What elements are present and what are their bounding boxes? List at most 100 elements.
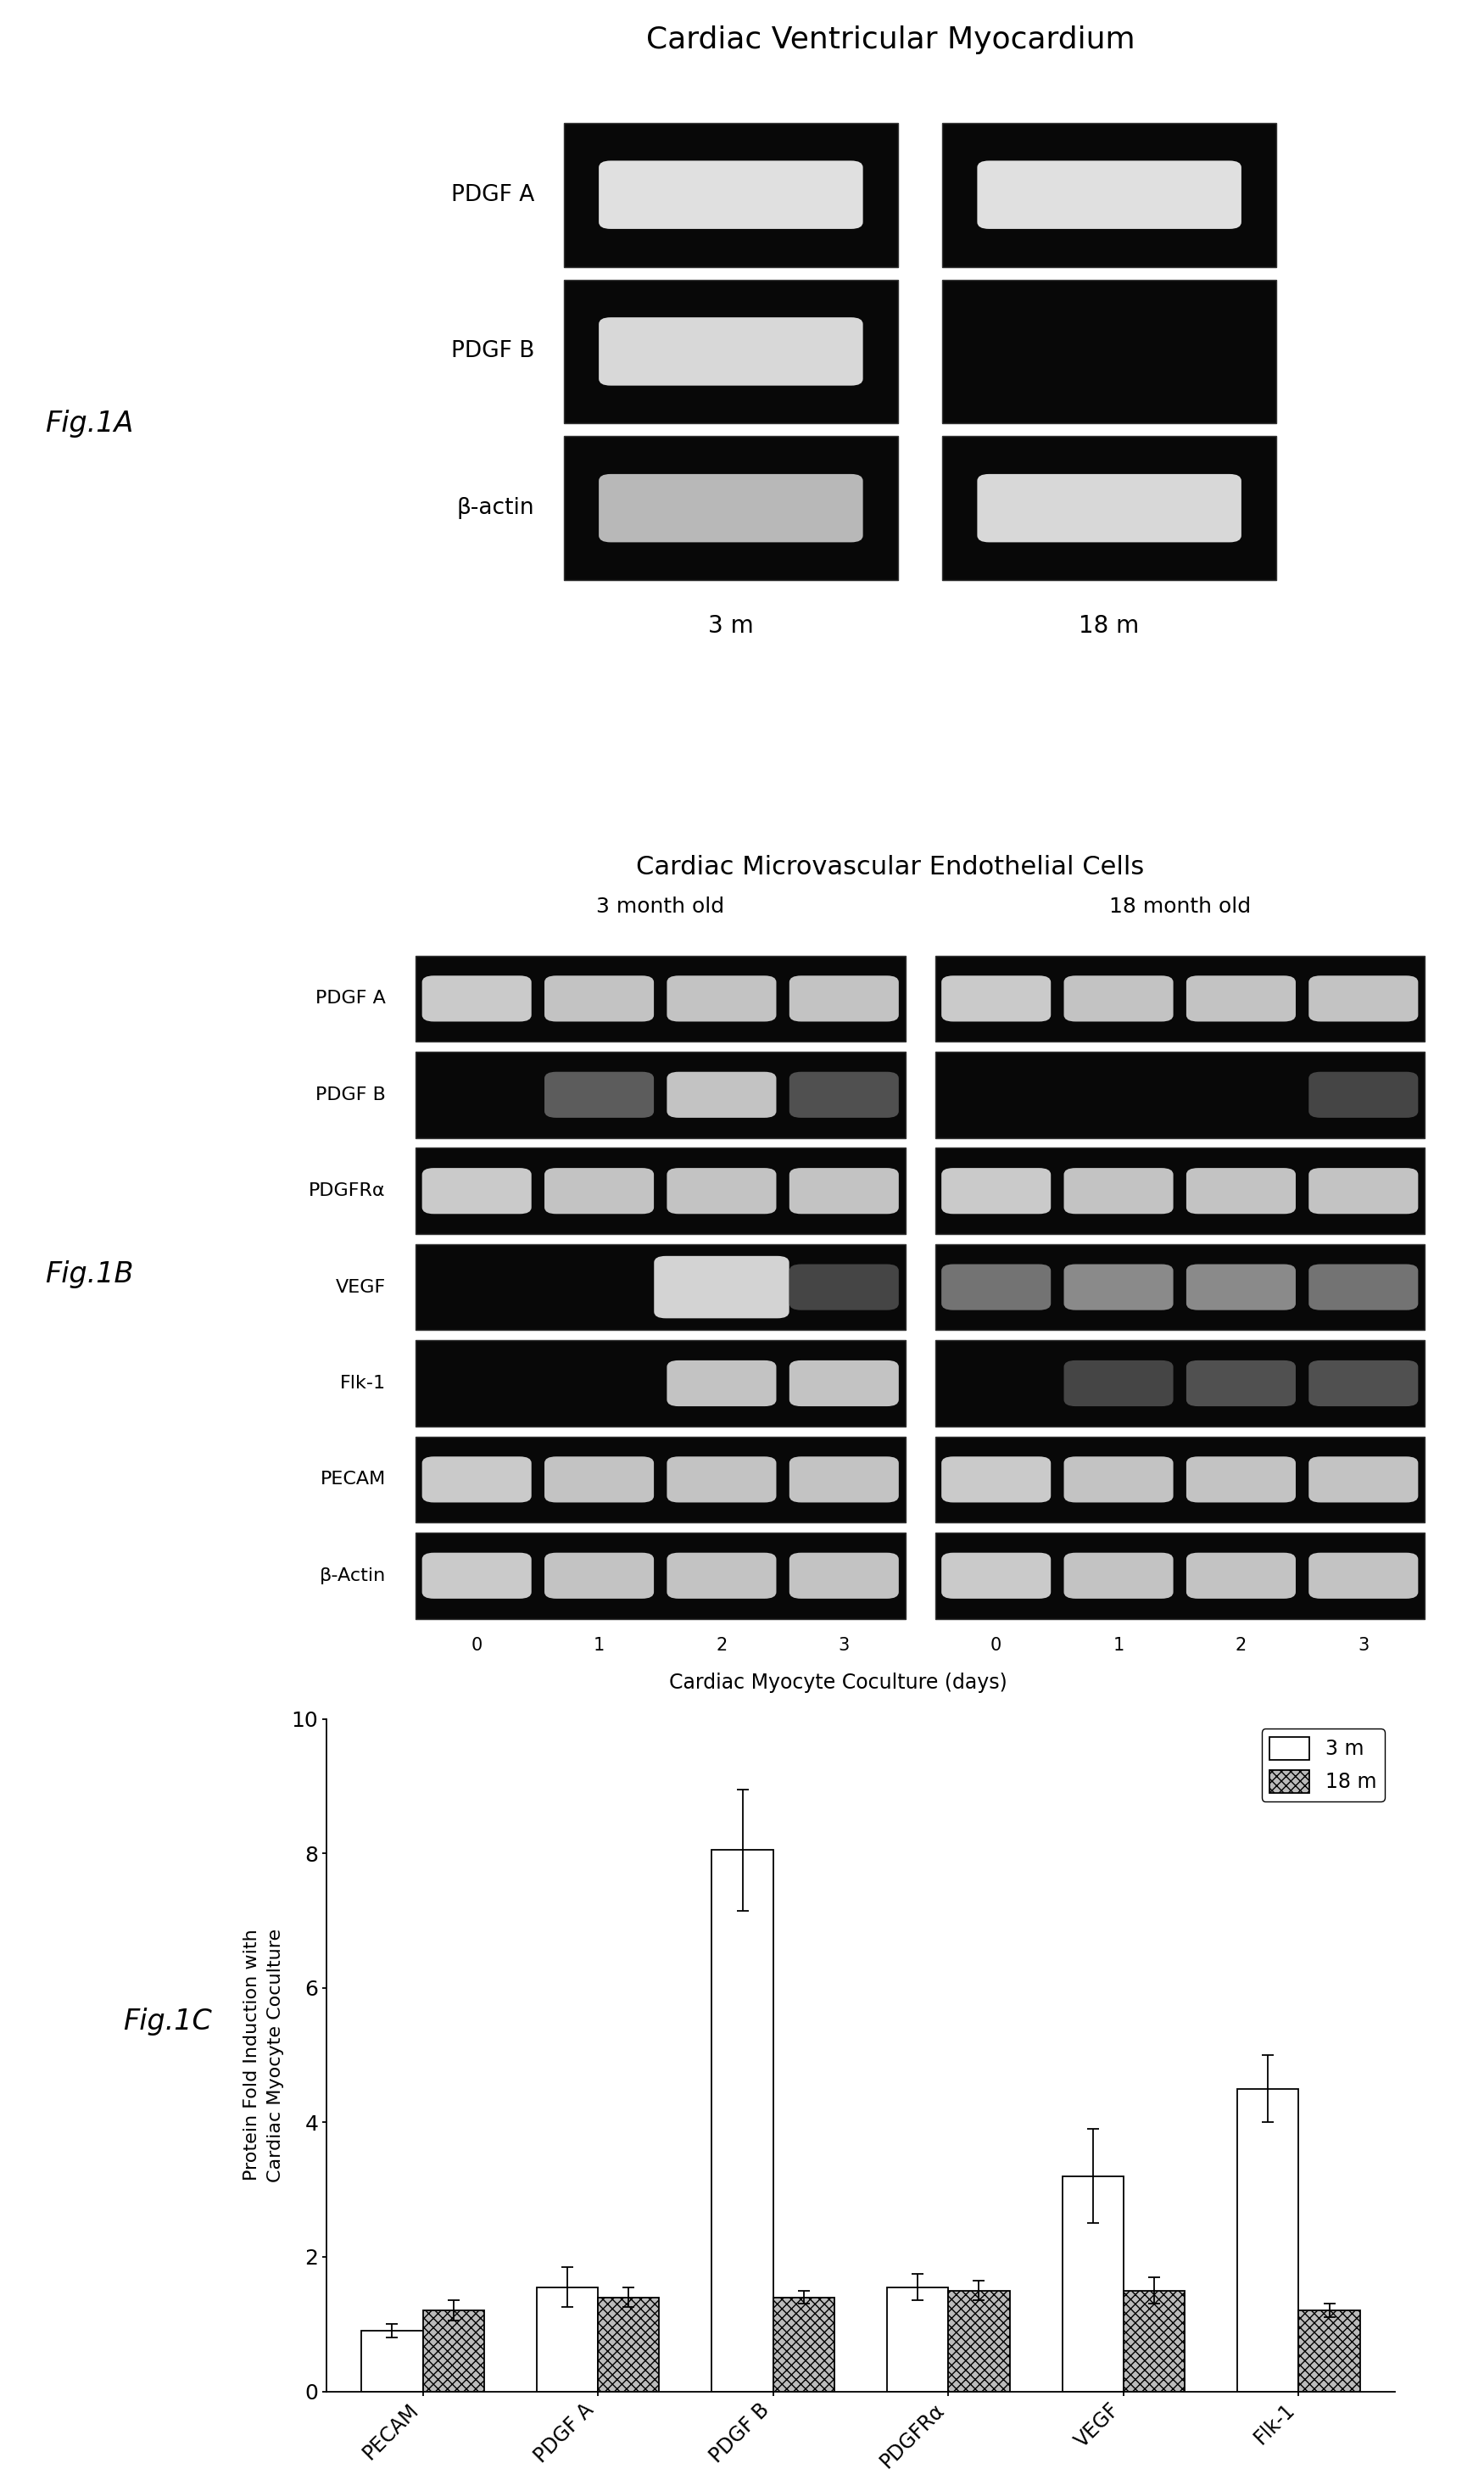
Bar — [564, 122, 898, 267]
Text: 1: 1 — [594, 1637, 605, 1654]
FancyBboxPatch shape — [1064, 976, 1174, 1021]
FancyBboxPatch shape — [1064, 1263, 1174, 1310]
FancyBboxPatch shape — [1186, 1457, 1296, 1502]
FancyBboxPatch shape — [789, 1071, 899, 1118]
FancyBboxPatch shape — [666, 1360, 776, 1407]
Text: β-Actin: β-Actin — [319, 1567, 386, 1584]
Bar — [935, 1437, 1425, 1522]
FancyBboxPatch shape — [1309, 1457, 1419, 1502]
FancyBboxPatch shape — [1309, 976, 1419, 1021]
Text: PDGF A: PDGF A — [316, 989, 386, 1006]
FancyBboxPatch shape — [1309, 1263, 1419, 1310]
Bar — [935, 1243, 1425, 1330]
FancyBboxPatch shape — [978, 159, 1241, 229]
Text: PECAM: PECAM — [321, 1472, 386, 1487]
Bar — [935, 1532, 1425, 1619]
FancyBboxPatch shape — [421, 1457, 531, 1502]
Bar — [416, 1243, 905, 1330]
FancyBboxPatch shape — [941, 976, 1051, 1021]
Text: 0: 0 — [470, 1637, 482, 1654]
FancyBboxPatch shape — [789, 976, 899, 1021]
FancyBboxPatch shape — [600, 159, 864, 229]
Text: PDGF B: PDGF B — [316, 1086, 386, 1104]
Text: 18 m: 18 m — [1079, 615, 1140, 638]
FancyBboxPatch shape — [666, 1168, 776, 1213]
FancyBboxPatch shape — [1309, 1168, 1419, 1213]
FancyBboxPatch shape — [1186, 1263, 1296, 1310]
FancyBboxPatch shape — [1186, 1552, 1296, 1599]
FancyBboxPatch shape — [1309, 1552, 1419, 1599]
FancyBboxPatch shape — [941, 1168, 1051, 1213]
FancyBboxPatch shape — [1064, 1457, 1174, 1502]
Bar — [537, 2287, 598, 2391]
FancyBboxPatch shape — [1186, 976, 1296, 1021]
FancyBboxPatch shape — [654, 1255, 789, 1318]
Bar — [942, 122, 1276, 267]
FancyBboxPatch shape — [421, 1552, 531, 1599]
FancyBboxPatch shape — [1309, 1360, 1419, 1407]
Bar — [942, 436, 1276, 580]
Legend: 3 m, 18 m: 3 m, 18 m — [1261, 1729, 1385, 1801]
FancyBboxPatch shape — [421, 1168, 531, 1213]
FancyBboxPatch shape — [545, 1552, 654, 1599]
FancyBboxPatch shape — [1064, 1552, 1174, 1599]
FancyBboxPatch shape — [789, 1263, 899, 1310]
FancyBboxPatch shape — [941, 1552, 1051, 1599]
Text: 1: 1 — [1113, 1637, 1125, 1654]
Text: 3 m: 3 m — [708, 615, 754, 638]
FancyBboxPatch shape — [941, 1457, 1051, 1502]
Text: Cardiac Microvascular Endothelial Cells: Cardiac Microvascular Endothelial Cells — [637, 854, 1144, 879]
Text: Fig.1C: Fig.1C — [123, 2008, 212, 2035]
FancyBboxPatch shape — [941, 1263, 1051, 1310]
Text: Fig.1A: Fig.1A — [45, 409, 134, 438]
Bar — [1298, 2312, 1359, 2391]
Text: 3: 3 — [838, 1637, 850, 1654]
FancyBboxPatch shape — [789, 1457, 899, 1502]
FancyBboxPatch shape — [978, 473, 1241, 543]
FancyBboxPatch shape — [545, 1168, 654, 1213]
FancyBboxPatch shape — [1186, 1360, 1296, 1407]
Text: VEGF: VEGF — [335, 1278, 386, 1295]
Bar — [935, 957, 1425, 1041]
Text: 18 month old: 18 month old — [1109, 897, 1251, 917]
FancyBboxPatch shape — [1186, 1168, 1296, 1213]
Bar — [564, 279, 898, 423]
FancyBboxPatch shape — [666, 1552, 776, 1599]
Bar — [712, 1851, 773, 2391]
Text: Flk-1: Flk-1 — [340, 1375, 386, 1392]
Text: 2: 2 — [715, 1637, 727, 1654]
Bar — [935, 1051, 1425, 1138]
Bar — [935, 1148, 1425, 1233]
Bar — [362, 2332, 423, 2391]
Bar — [416, 957, 905, 1041]
FancyBboxPatch shape — [789, 1360, 899, 1407]
Bar — [416, 1148, 905, 1233]
Text: 3 month old: 3 month old — [597, 897, 724, 917]
FancyBboxPatch shape — [666, 1457, 776, 1502]
FancyBboxPatch shape — [1064, 1168, 1174, 1213]
FancyBboxPatch shape — [545, 1071, 654, 1118]
Text: 0: 0 — [990, 1637, 1002, 1654]
Bar — [598, 2297, 659, 2391]
Bar — [1238, 2087, 1298, 2391]
FancyBboxPatch shape — [666, 976, 776, 1021]
Y-axis label: Protein Fold Induction with
Cardiac Myocyte Coculture: Protein Fold Induction with Cardiac Myoc… — [243, 1928, 285, 2182]
Text: Cardiac Myocyte Coculture (days): Cardiac Myocyte Coculture (days) — [669, 1671, 1008, 1691]
Bar — [1123, 2292, 1184, 2391]
FancyBboxPatch shape — [545, 1457, 654, 1502]
Bar — [948, 2292, 1009, 2391]
FancyBboxPatch shape — [1064, 1360, 1174, 1407]
Text: PDGFRα: PDGFRα — [309, 1183, 386, 1201]
FancyBboxPatch shape — [600, 473, 864, 543]
FancyBboxPatch shape — [1309, 1071, 1419, 1118]
Bar — [423, 2312, 484, 2391]
Bar — [416, 1532, 905, 1619]
Bar — [942, 279, 1276, 423]
Text: β-actin: β-actin — [457, 498, 534, 518]
Text: 3: 3 — [1358, 1637, 1370, 1654]
FancyBboxPatch shape — [789, 1552, 899, 1599]
Bar — [887, 2287, 948, 2391]
FancyBboxPatch shape — [666, 1071, 776, 1118]
Bar — [416, 1340, 905, 1427]
Bar — [773, 2297, 834, 2391]
